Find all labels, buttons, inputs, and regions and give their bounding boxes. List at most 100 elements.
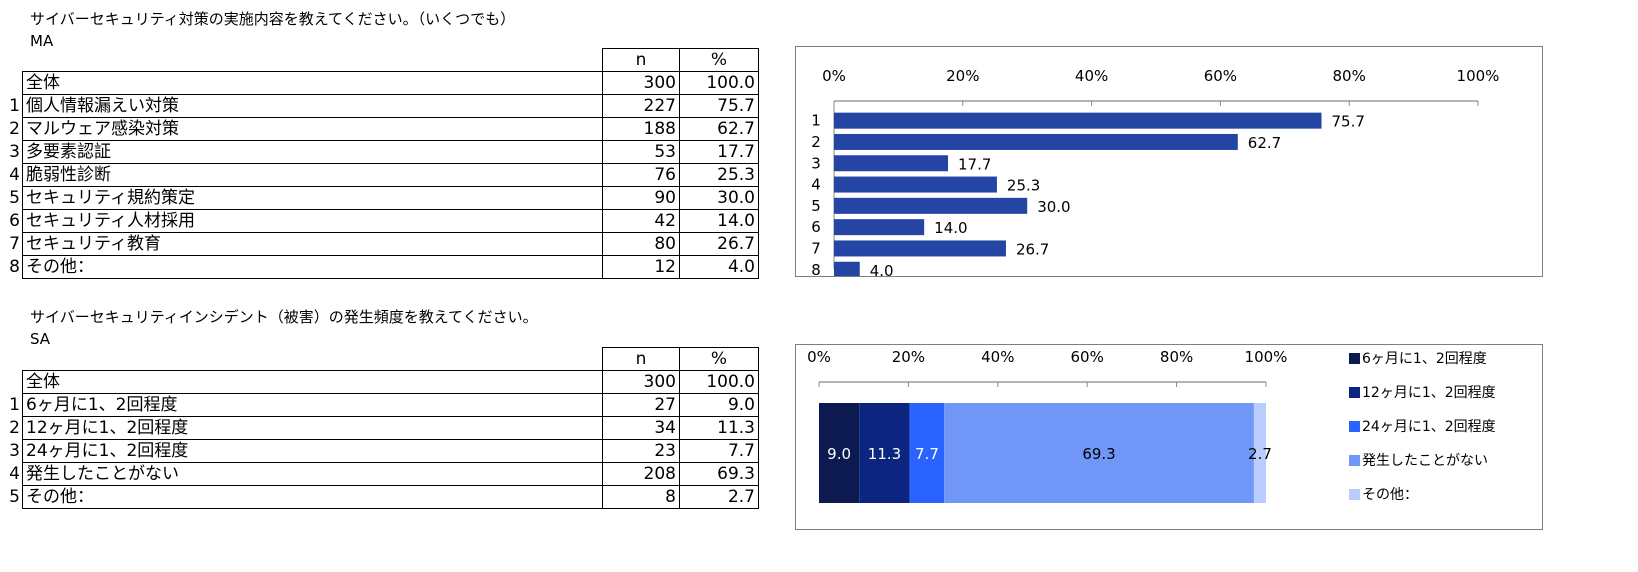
table-header-row: n % <box>8 48 759 72</box>
bar-value-label: 25.3 <box>1007 177 1040 195</box>
row-label: 脆弱性診断 <box>22 163 603 187</box>
table-row: 2 12ヶ月に1、2回程度 34 11.3 <box>8 416 759 440</box>
table-row: 1 6ヶ月に1、2回程度 27 9.0 <box>8 393 759 417</box>
row-pct: 25.3 <box>679 163 759 187</box>
row-number: 8 <box>9 257 20 277</box>
row-n: 90 <box>602 186 680 210</box>
row-n: 12 <box>602 255 680 279</box>
bar <box>834 176 997 193</box>
row-n: 42 <box>602 209 680 233</box>
row-number: 1 <box>9 96 20 116</box>
x-tick-label: 80% <box>1333 67 1366 85</box>
row-n: 34 <box>602 416 680 440</box>
bar <box>834 133 1238 150</box>
bar-value-label: 62.7 <box>1248 134 1281 152</box>
row-n: 188 <box>602 117 680 141</box>
legend-label: 発生したことがない <box>1362 453 1488 469</box>
bar <box>834 240 1006 257</box>
x-tick-label: 0% <box>807 348 831 366</box>
row-label: 12ヶ月に1、2回程度 <box>22 416 603 440</box>
row-pct: 9.0 <box>679 393 759 417</box>
x-tick-label: 20% <box>892 348 925 366</box>
row-pct: 2.7 <box>679 485 759 509</box>
row-pct: 26.7 <box>679 232 759 256</box>
row-number: 4 <box>9 464 20 484</box>
q1-title: サイバーセキュリティ対策の実施内容を教えてください。（いくつでも） <box>30 10 516 28</box>
col-n-header: n <box>602 347 680 371</box>
y-tick-label: 7 <box>811 239 821 257</box>
row-pct: 4.0 <box>679 255 759 279</box>
col-n-header: n <box>602 48 680 72</box>
q2-title: サイバーセキュリティインシデント（被害）の発生頻度を教えてください。 <box>30 308 538 326</box>
legend-swatch <box>1349 387 1360 398</box>
y-tick-label: 5 <box>811 197 821 215</box>
row-number: 5 <box>9 188 20 208</box>
table-header-row: n % <box>8 347 759 371</box>
bar <box>834 112 1322 129</box>
y-tick-label: 1 <box>811 112 821 130</box>
row-pct: 75.7 <box>679 94 759 118</box>
q2-type: SA <box>30 330 51 348</box>
row-number: 6 <box>9 211 20 231</box>
y-tick-label: 8 <box>811 261 821 276</box>
x-tick-label: 100% <box>1457 67 1500 85</box>
table-row: 4 発生したことがない 208 69.3 <box>8 462 759 486</box>
row-number: 4 <box>9 165 20 185</box>
x-tick-label: 20% <box>946 67 979 85</box>
row-label: 発生したことがない <box>22 462 603 486</box>
y-tick-label: 4 <box>811 176 821 194</box>
y-tick-label: 2 <box>811 133 821 151</box>
row-pct: 11.3 <box>679 416 759 440</box>
x-tick-label: 40% <box>1075 67 1108 85</box>
row-label: 個人情報漏えい対策 <box>22 94 603 118</box>
row-number: 3 <box>9 441 20 461</box>
row-label: 多要素認証 <box>22 140 603 164</box>
bar-value-label: 14.0 <box>934 219 967 237</box>
total-label: 全体 <box>22 71 603 95</box>
row-pct: 17.7 <box>679 140 759 164</box>
row-number: 1 <box>9 395 20 415</box>
total-row: 全体 300 100.0 <box>8 370 759 394</box>
row-label: 24ヶ月に1、2回程度 <box>22 439 603 463</box>
row-pct: 7.7 <box>679 439 759 463</box>
total-label: 全体 <box>22 370 603 394</box>
row-n: 227 <box>602 94 680 118</box>
x-tick-label: 0% <box>822 67 846 85</box>
q2-stacked-bar-chart: 0% 20% 40% 60% 80% 100% 9.0 11.3 7.7 69.3 2.7 6ヶ月に1… <box>807 348 1496 503</box>
row-number: 2 <box>9 418 20 438</box>
table-row: 3 24ヶ月に1、2回程度 23 7.7 <box>8 439 759 463</box>
q1-bar-chart: 0% 20% 40% 60% 80% 100% 1 75.7 2 62.7 3 17.7 4 25.3 5 3… <box>811 67 1500 280</box>
table-row: 5 その他： 8 2.7 <box>8 485 759 509</box>
row-label: その他： <box>22 485 603 509</box>
stacked-segment <box>1253 403 1266 503</box>
total-pct: 100.0 <box>679 71 759 95</box>
segment-value-label: 2.7 <box>1248 445 1272 463</box>
stacked-segment <box>909 403 945 503</box>
legend-swatch <box>1349 421 1360 432</box>
q1-type: MA <box>30 32 54 50</box>
row-pct: 62.7 <box>679 117 759 141</box>
total-n: 300 <box>602 71 680 95</box>
table-row: 1 個人情報漏えい対策 227 75.7 <box>8 94 759 118</box>
bar <box>834 261 860 278</box>
row-n: 80 <box>602 232 680 256</box>
bar <box>834 197 1028 214</box>
row-label: セキュリティ人材採用 <box>22 209 603 233</box>
table-row: 3 多要素認証 53 17.7 <box>8 140 759 164</box>
q2-table: n % 全体 300 100.0 1 6ヶ月に1、2回程度 27 9.0 2 12ヶ月に1… <box>8 347 759 509</box>
segment-value-label: 69.3 <box>1082 445 1115 463</box>
segment-value-label: 7.7 <box>915 445 939 463</box>
legend-label: 12ヶ月に1、2回程度 <box>1362 385 1496 401</box>
stacked-segment <box>819 403 860 503</box>
row-number: 3 <box>9 142 20 162</box>
col-pct-header: % <box>679 347 759 371</box>
row-number: 7 <box>9 234 20 254</box>
x-tick-label: 40% <box>981 348 1014 366</box>
q1-table: n % 全体 300 100.0 1 個人情報漏えい対策 227 75.7 2 マルウェア… <box>8 48 759 279</box>
row-n: 53 <box>602 140 680 164</box>
legend-label: 24ヶ月に1、2回程度 <box>1362 419 1496 435</box>
bar-value-label: 75.7 <box>1332 113 1365 131</box>
bar-value-label: 4.0 <box>870 262 894 276</box>
bar <box>834 155 948 172</box>
x-tick-label: 80% <box>1160 348 1193 366</box>
